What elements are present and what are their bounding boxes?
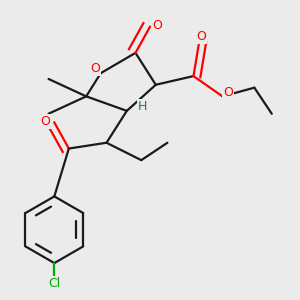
Text: H: H	[138, 100, 147, 113]
Text: O: O	[90, 62, 100, 75]
Text: O: O	[152, 19, 162, 32]
Text: O: O	[196, 30, 206, 43]
Text: O: O	[223, 85, 232, 98]
Text: O: O	[41, 115, 51, 128]
Text: Cl: Cl	[48, 277, 61, 290]
